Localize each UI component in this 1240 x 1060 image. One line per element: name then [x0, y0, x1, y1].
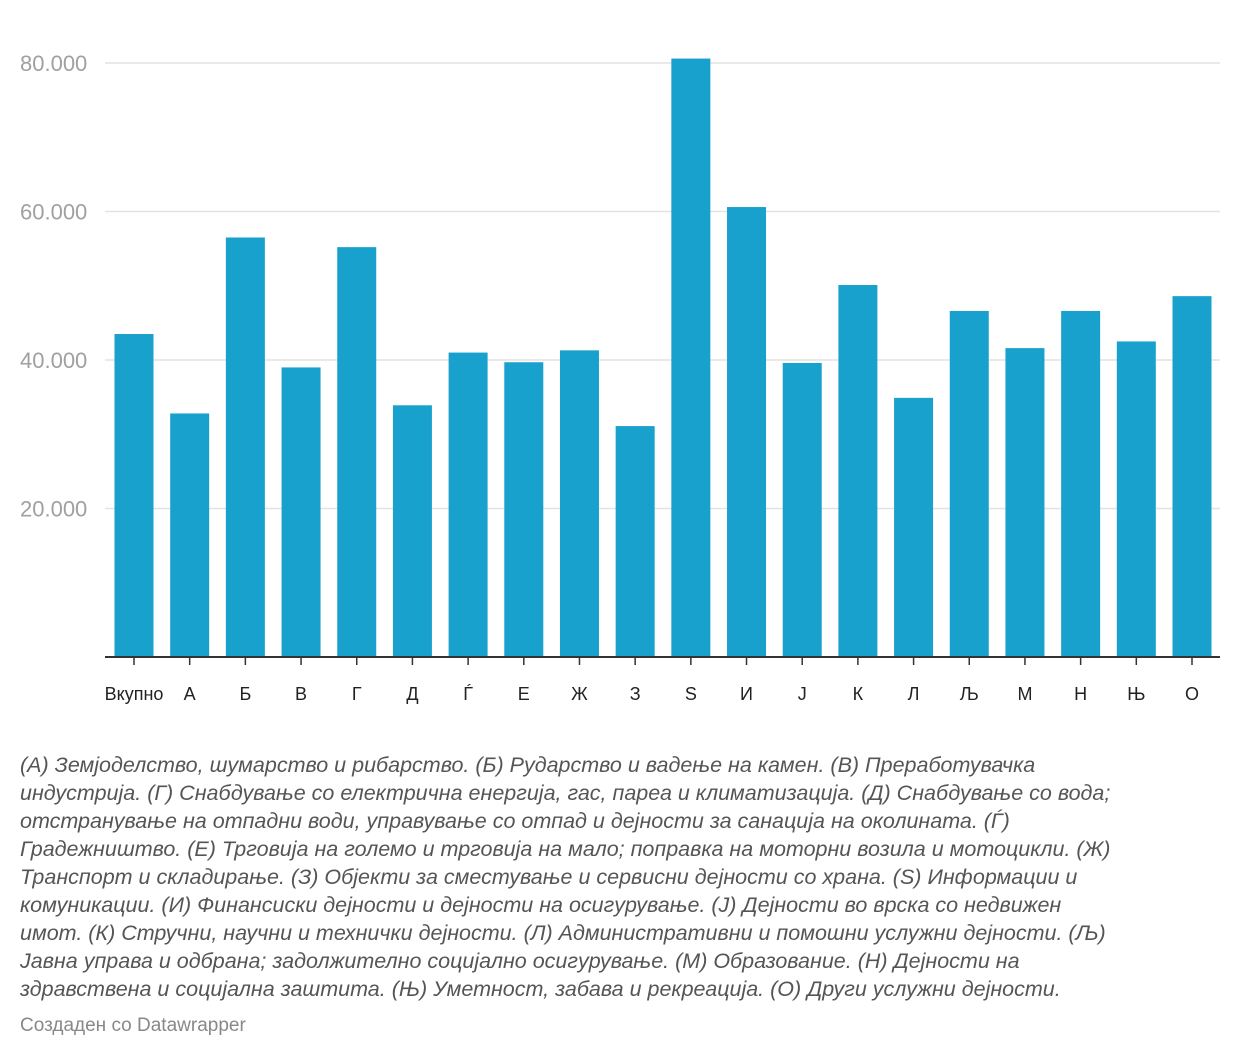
x-tick-label: Љ	[960, 684, 979, 704]
bar	[615, 426, 655, 657]
bar	[894, 397, 934, 657]
bar	[1005, 348, 1045, 657]
note-line: индустрија. (Г) Снабдување со електрична…	[20, 781, 1111, 805]
note-line: Градежништво. (Е) Трговија на големо и т…	[20, 837, 1111, 861]
x-tick-label: И	[740, 684, 753, 704]
credit-link[interactable]: Создаден со Datawrapper	[20, 1015, 246, 1036]
y-tick-label: 80.000	[20, 51, 87, 76]
note-line: Транспорт и складирање. (З) Објекти за с…	[20, 865, 1078, 889]
x-tick-label: Л	[908, 684, 920, 704]
y-tick-label: 60.000	[20, 200, 87, 225]
bar	[114, 334, 154, 657]
x-tick-label: S	[685, 684, 697, 704]
x-tick-label: О	[1185, 684, 1199, 704]
note-line: имот. (К) Стручни, научни и технички деј…	[20, 921, 1106, 945]
x-tick-label: Д	[406, 684, 418, 704]
x-tick-label: Ж	[571, 684, 588, 704]
bar	[949, 310, 989, 657]
bar	[504, 362, 544, 657]
x-tick-label: Б	[239, 684, 251, 704]
bar	[392, 405, 432, 657]
bar	[782, 362, 822, 657]
bar	[1116, 341, 1156, 657]
x-tick-label: Н	[1074, 684, 1087, 704]
note-line: Јавна управа и одбрана; задолжително соц…	[20, 949, 1020, 973]
x-tick-label: А	[184, 684, 196, 704]
y-tick-label: 20.000	[20, 497, 87, 522]
x-tick-label: Вкупно	[105, 684, 164, 704]
x-tick-label: Г	[352, 684, 362, 704]
y-tick-label: 40.000	[20, 348, 87, 373]
x-tick-label: В	[295, 684, 307, 704]
x-tick-label: К	[853, 684, 864, 704]
chart-notes: (А) Земјоделство, шумарство и рибарство.…	[20, 751, 1230, 1003]
x-tick-label: Њ	[1127, 684, 1145, 704]
x-tick-label: Ј	[798, 684, 807, 704]
x-tick-label: М	[1017, 684, 1032, 704]
bar	[559, 350, 599, 657]
note-line: (А) Земјоделство, шумарство и рибарство.…	[20, 753, 1036, 777]
bar	[1172, 296, 1212, 657]
note-line: здравствена и социјална заштита. (Њ) Уме…	[20, 977, 1061, 1001]
x-tick-label: З	[630, 684, 641, 704]
x-tick-label: Е	[518, 684, 530, 704]
bar	[281, 367, 321, 657]
bar	[337, 247, 377, 657]
bar	[1061, 310, 1101, 657]
x-tick-label: Ѓ	[463, 684, 473, 704]
bar	[727, 207, 767, 658]
note-line: комуникации. (И) Финансиски дејности и д…	[20, 893, 1062, 917]
bar-chart: 20.000 40.000 60.000 80.000 Вкупно А Б В Г Д Ѓ Е Ж З…	[20, 51, 1220, 704]
bar	[838, 285, 878, 657]
bar	[448, 352, 488, 657]
bar	[170, 413, 210, 657]
bar	[671, 58, 711, 658]
bar	[225, 237, 265, 658]
note-line: отстранување на отпадни води, управување…	[20, 809, 1010, 833]
